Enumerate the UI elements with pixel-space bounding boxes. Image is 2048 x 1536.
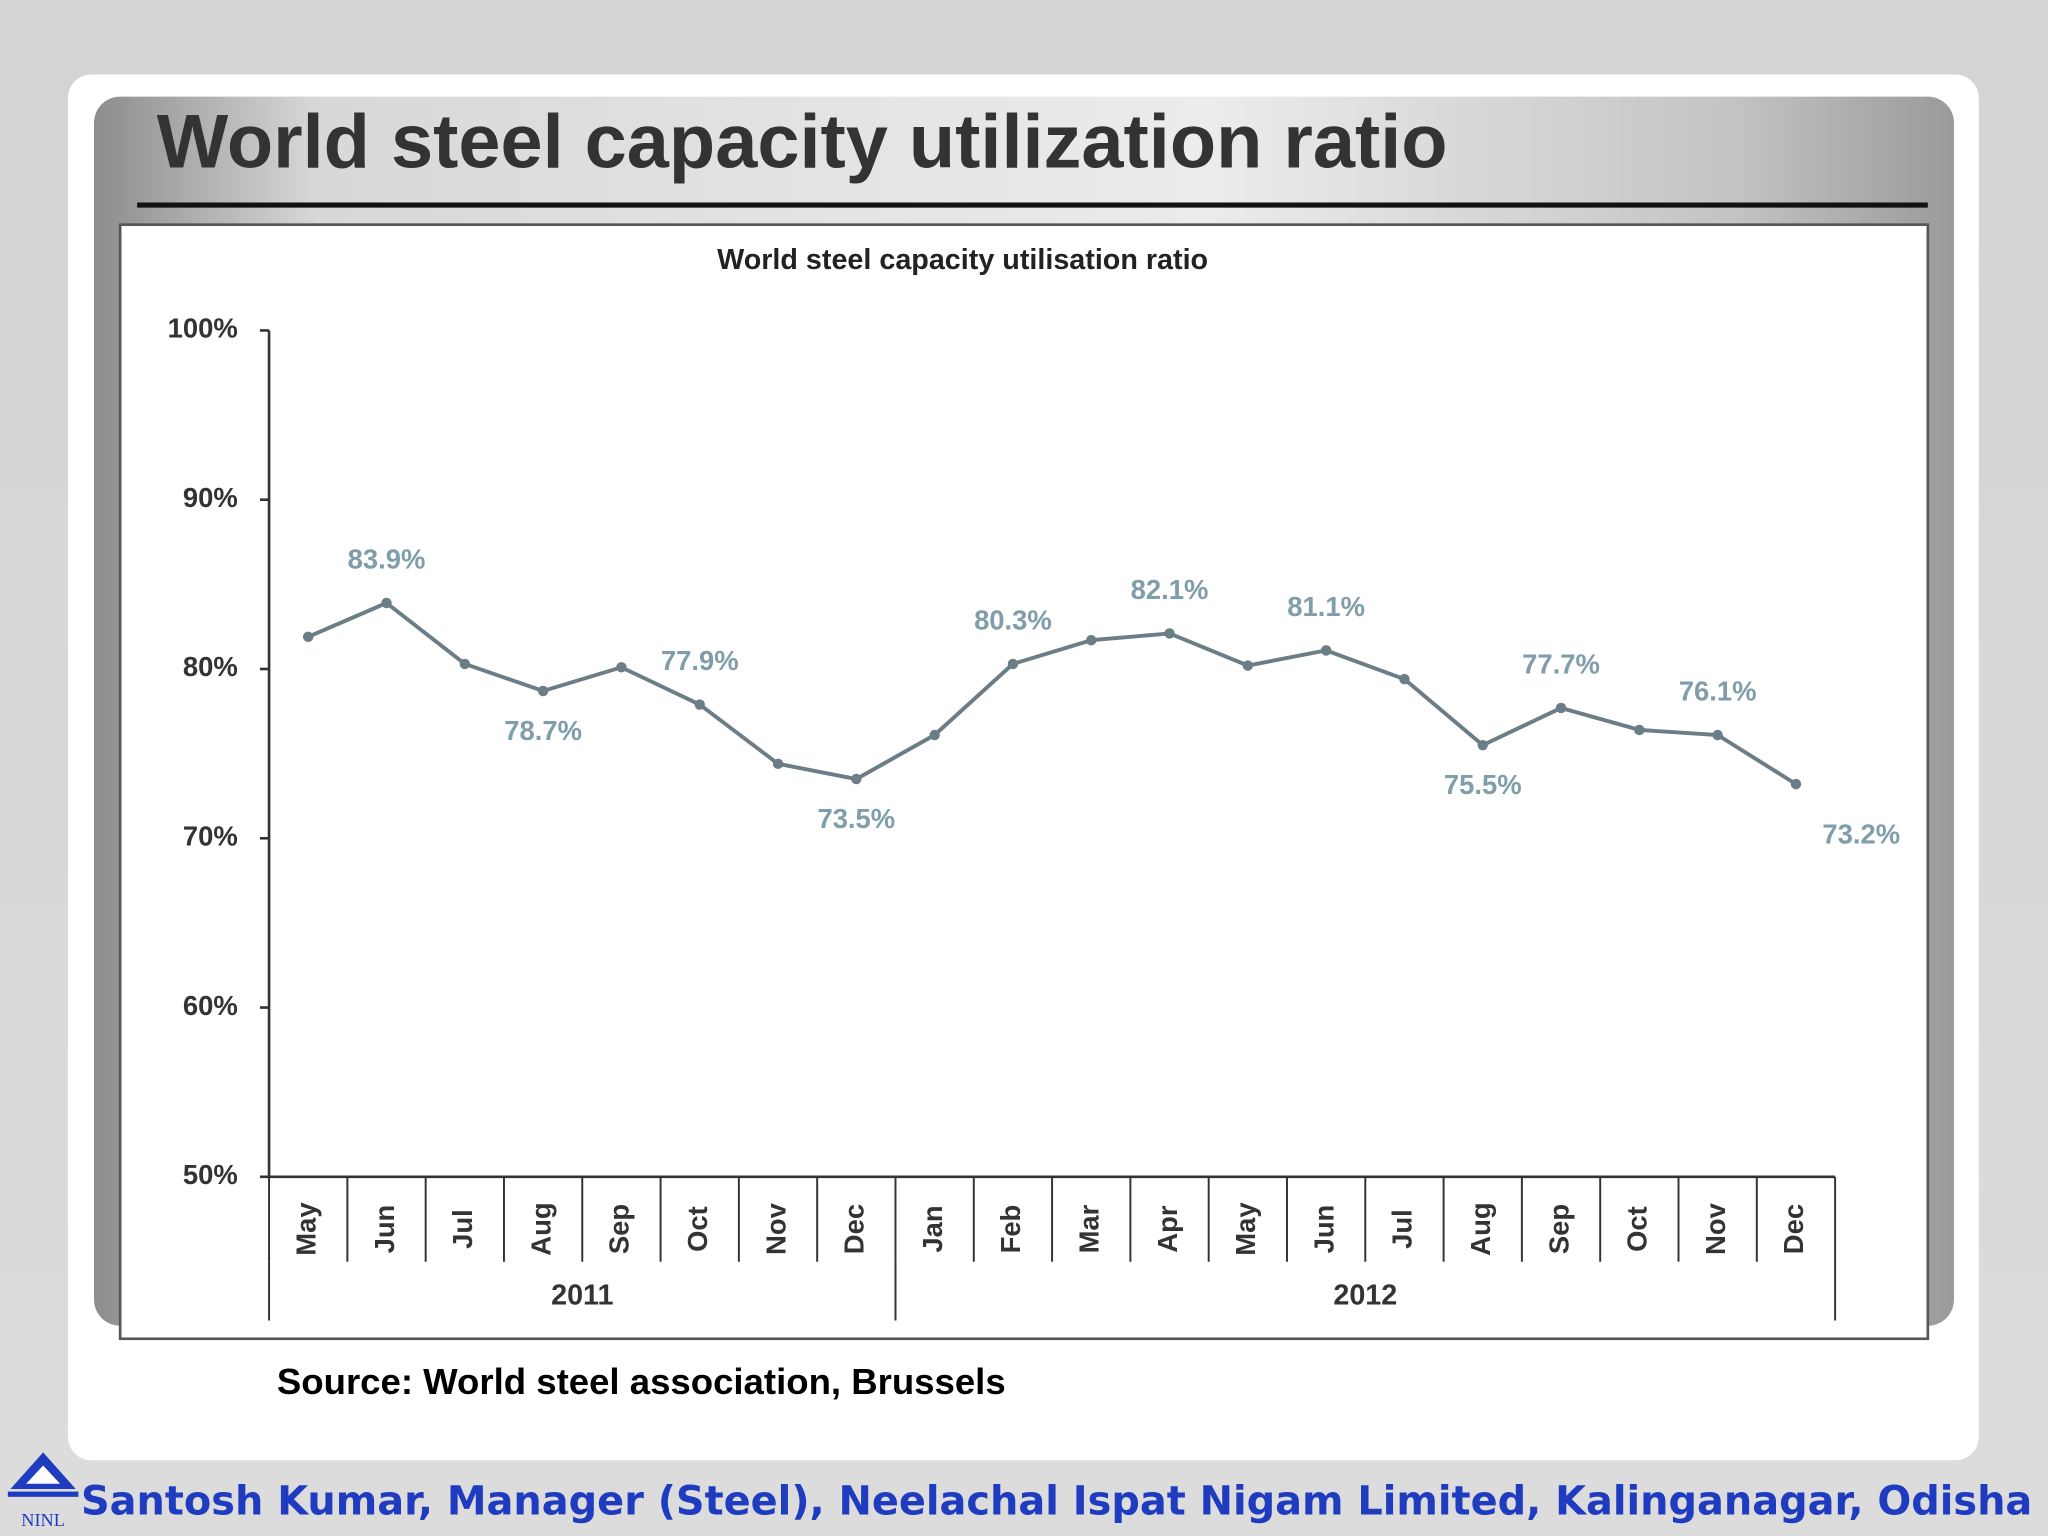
data-label: 73.5% — [817, 803, 895, 834]
data-point — [1555, 702, 1567, 714]
data-label: 77.9% — [661, 645, 739, 676]
source-note: Source: World steel association, Brussel… — [277, 1361, 1006, 1402]
y-tick-label: 60% — [183, 990, 238, 1021]
x-tick-label: Oct — [682, 1206, 713, 1252]
x-tick-label: Nov — [760, 1202, 791, 1255]
group-label: 2011 — [551, 1280, 613, 1312]
data-point — [1712, 729, 1723, 741]
data-point — [1242, 660, 1254, 671]
data-point — [1790, 778, 1802, 790]
data-line — [307, 600, 1797, 786]
x-tick-label: Jun — [1308, 1205, 1339, 1254]
y-tick-label: 100% — [168, 313, 238, 344]
logo-shape — [26, 1465, 61, 1484]
data-point — [772, 758, 784, 770]
data-point — [302, 631, 314, 643]
data-point — [851, 773, 862, 785]
data-label: 81.1% — [1287, 591, 1365, 622]
data-point — [459, 658, 471, 670]
data-label: 83.9% — [348, 543, 426, 574]
data-label: 77.7% — [1522, 648, 1600, 679]
data-label: 75.5% — [1444, 769, 1522, 800]
x-tick-label: May — [290, 1202, 321, 1256]
x-tick-label: Apr — [1152, 1205, 1183, 1253]
chart-title: World steel capacity utilisation ratio — [717, 244, 1208, 276]
x-tick-label: Oct — [1622, 1206, 1653, 1252]
data-point — [1634, 724, 1645, 736]
data-point — [1164, 628, 1175, 639]
x-tick-label: May — [1230, 1202, 1261, 1256]
data-label: 78.7% — [504, 715, 582, 746]
data-point — [616, 662, 627, 673]
group-label: 2012 — [1333, 1280, 1397, 1312]
data-point — [1007, 658, 1019, 670]
data-point — [929, 729, 940, 741]
slide-title: World steel capacity utilization ratio — [157, 100, 1448, 185]
data-point — [1399, 673, 1410, 685]
y-tick-label: 70% — [183, 821, 238, 852]
x-tick-label: Dec — [1778, 1204, 1809, 1254]
x-tick-label: Jun — [369, 1205, 400, 1254]
x-tick-label: Feb — [995, 1205, 1026, 1254]
x-tick-label: Jul — [1387, 1209, 1418, 1249]
data-label: 76.1% — [1679, 675, 1757, 706]
x-tick-label: Nov — [1700, 1202, 1731, 1255]
data-point — [1086, 634, 1097, 646]
logo-shape — [7, 1491, 79, 1497]
x-tick-label: Jul — [447, 1209, 478, 1249]
x-tick-label: Aug — [525, 1202, 556, 1255]
data-point — [694, 699, 705, 710]
chart-frame — [118, 223, 1930, 1341]
data-label: 73.2% — [1822, 819, 1900, 850]
x-tick-label: Aug — [1465, 1202, 1496, 1255]
data-point — [381, 597, 392, 609]
logo-text: NINL — [21, 1510, 65, 1530]
footer: Santosh Kumar, Manager (Steel), Neelacha… — [81, 1476, 2032, 1524]
x-tick-label: Sep — [1543, 1204, 1574, 1254]
data-point — [537, 685, 549, 697]
data-point — [1320, 645, 1332, 656]
x-tick-label: Dec — [839, 1204, 870, 1254]
y-tick-label: 50% — [183, 1159, 238, 1190]
x-tick-label: Jan — [917, 1205, 948, 1252]
data-label: 80.3% — [974, 604, 1052, 635]
data-label: 82.1% — [1131, 574, 1209, 605]
x-tick-label: Mar — [1073, 1204, 1104, 1253]
y-tick-label: 80% — [183, 651, 238, 682]
y-tick-label: 90% — [183, 482, 238, 513]
x-tick-label: Sep — [604, 1204, 635, 1254]
data-point — [1477, 739, 1488, 751]
